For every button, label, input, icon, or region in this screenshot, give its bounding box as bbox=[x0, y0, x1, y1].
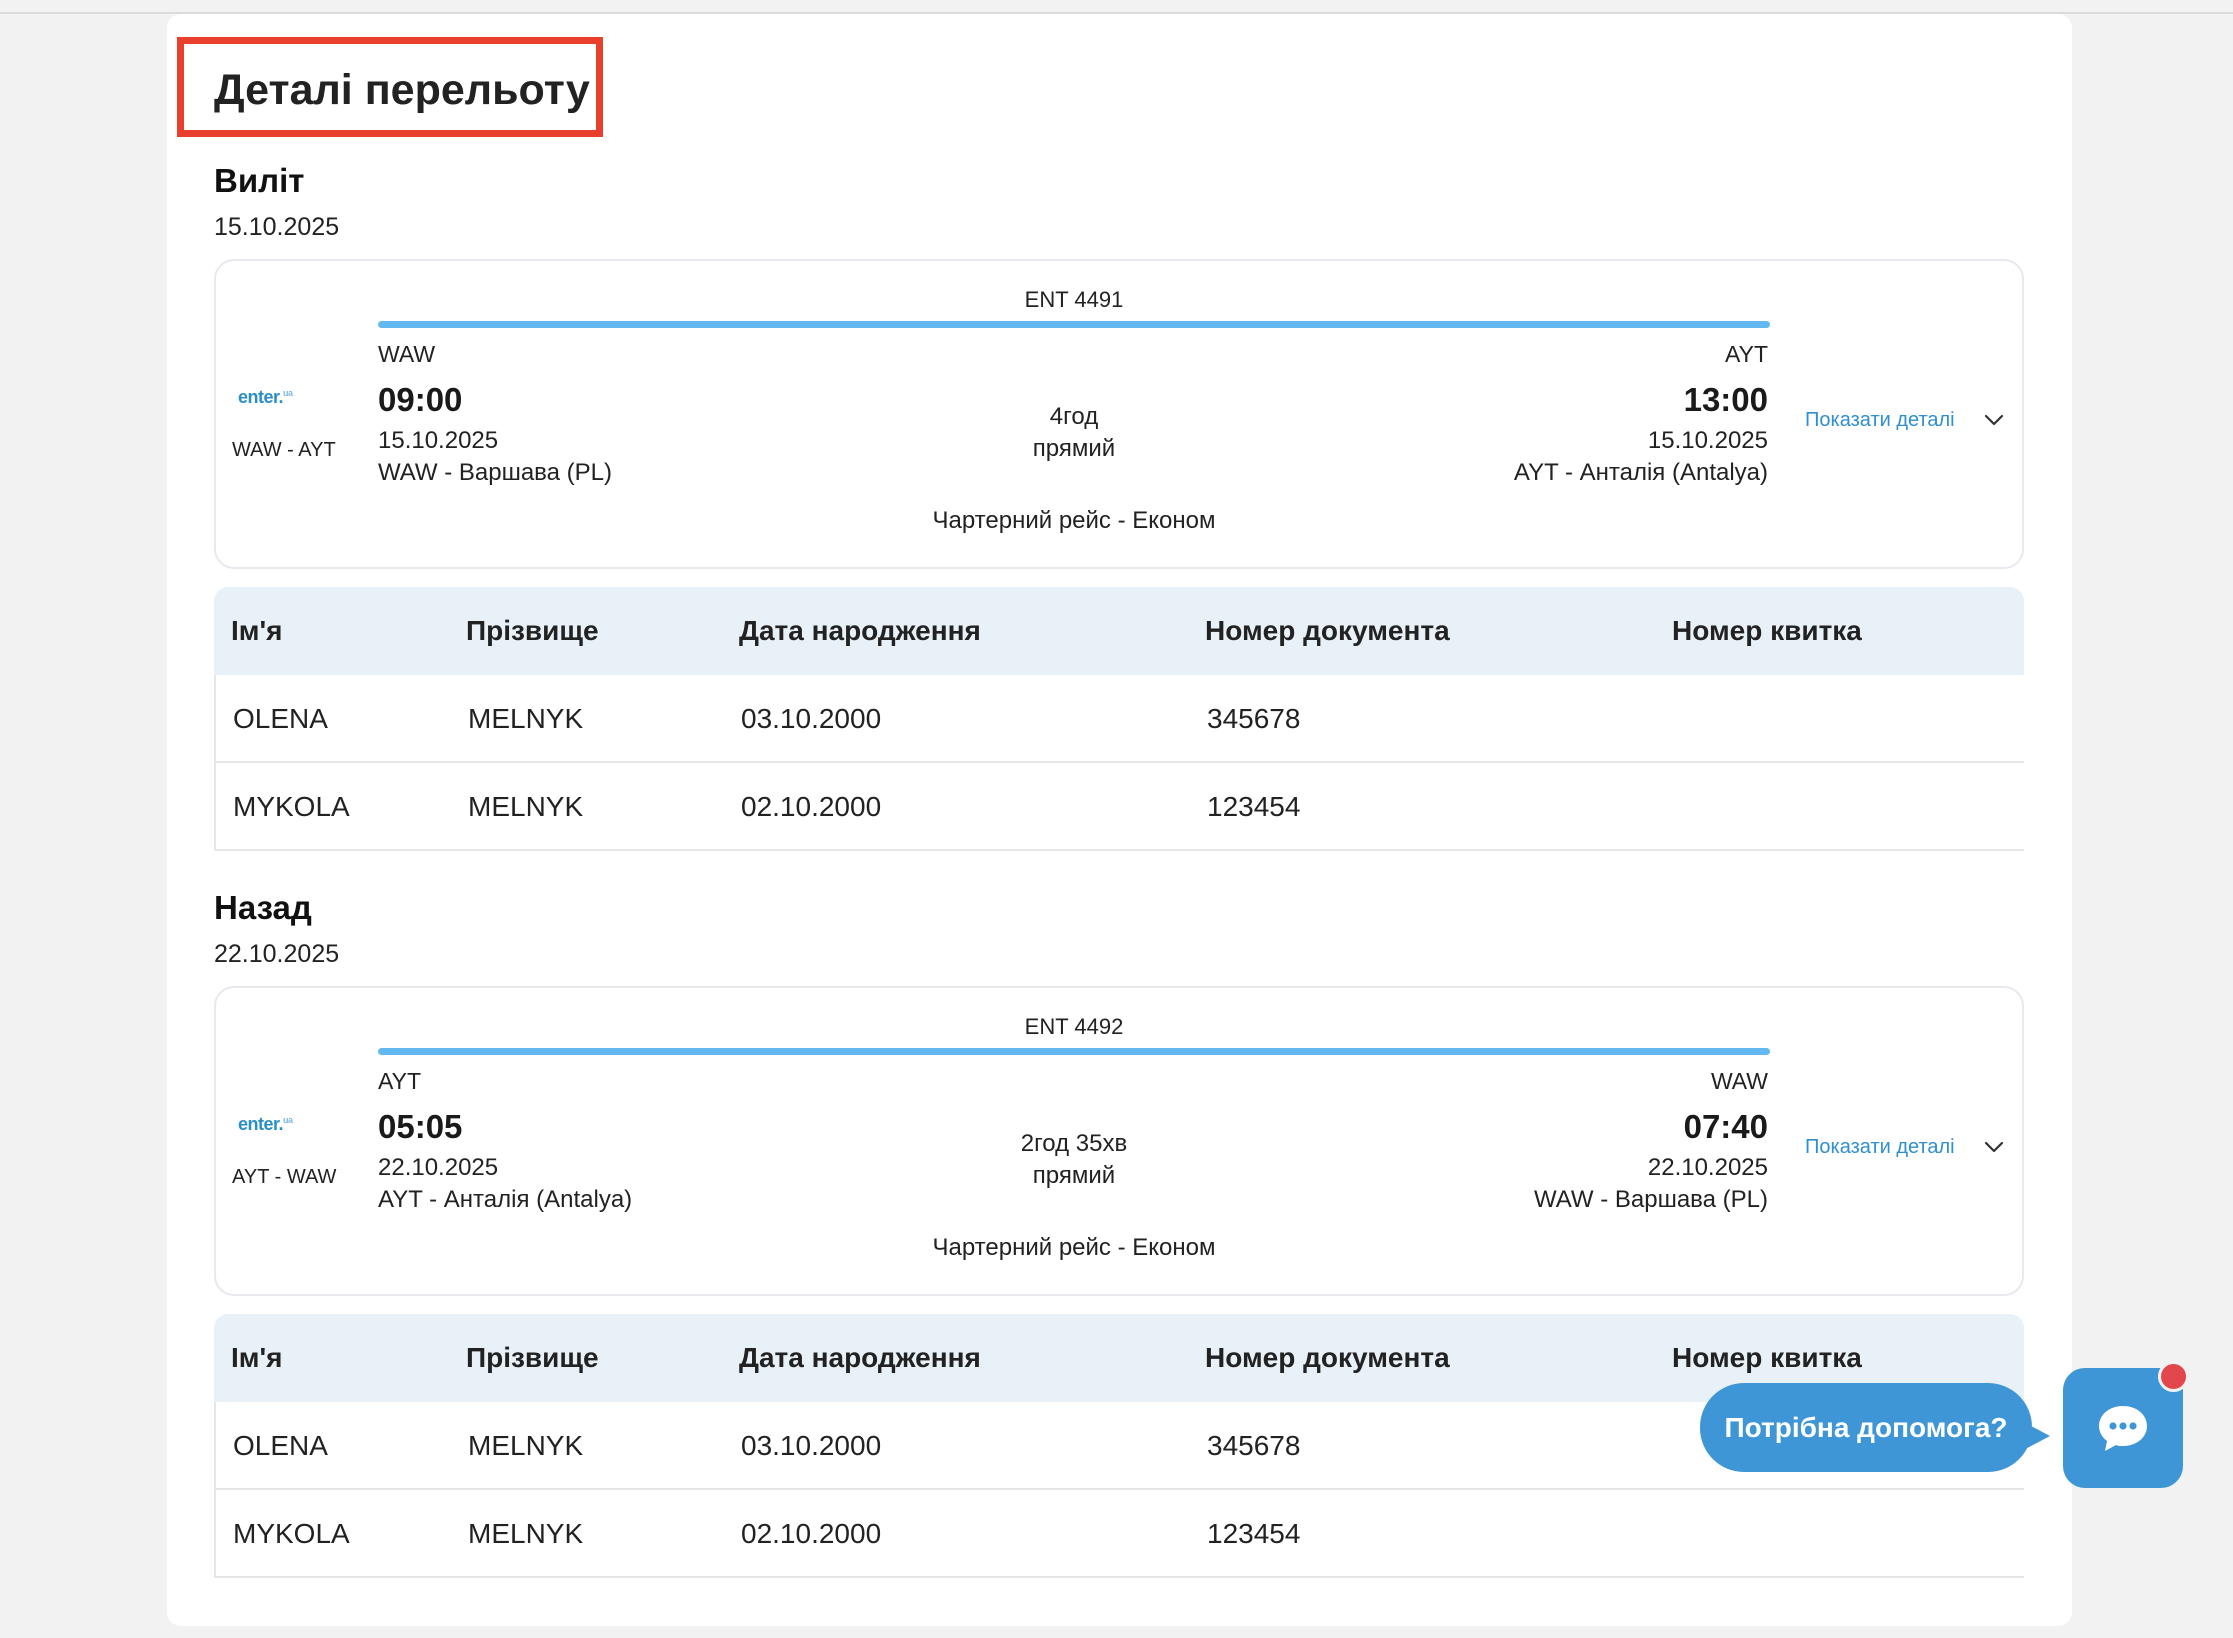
flight-duration: 4год bbox=[1049, 403, 1099, 430]
flight-route: AYT - WAW bbox=[232, 1166, 337, 1188]
table-header: Ім'я Прізвище Дата народження Номер доку… bbox=[214, 587, 2024, 675]
header-ticket-number: Номер квитка bbox=[1672, 615, 1862, 646]
header-last-name: Прізвище bbox=[466, 615, 599, 646]
arrival-date: 15.10.2025 bbox=[1647, 427, 1768, 454]
notification-dot bbox=[2158, 1361, 2189, 1392]
help-bubble[interactable]: Потрібна допомога? bbox=[1700, 1383, 2032, 1472]
flight-details-card: Деталі перельоту Виліт 15.10.2025 enter.… bbox=[167, 14, 2072, 1626]
document-number-cell: 123454 bbox=[1207, 1518, 1301, 1549]
flight-duration: 2год 35хв bbox=[1020, 1130, 1128, 1157]
show-details-link[interactable]: Показати деталі bbox=[1805, 409, 1955, 431]
header-first-name: Ім'я bbox=[231, 615, 283, 646]
table-row: MYKOLA MELNYK 02.10.2000 123454 bbox=[214, 1490, 2024, 1578]
airline-logo: enter.ua bbox=[238, 387, 293, 407]
flight-number: ENT 4491 bbox=[1024, 287, 1124, 312]
outbound-section-title: Виліт bbox=[214, 162, 305, 199]
birth-date-cell: 03.10.2000 bbox=[741, 703, 882, 734]
title-highlight-box bbox=[177, 37, 603, 137]
table-row: OLENA MELNYK 03.10.2000 345678 bbox=[214, 1402, 2024, 1490]
departure-date: 15.10.2025 bbox=[378, 427, 499, 454]
return-flight-card: enter.ua AYT - WAW ENT 4492 AYT WAW 05:0… bbox=[214, 986, 2024, 1296]
departure-code: WAW bbox=[378, 341, 436, 367]
last-name-cell: MELNYK bbox=[468, 1430, 584, 1461]
arrival-city: WAW - Варшава (PL) bbox=[1534, 1186, 1768, 1213]
departure-date: 22.10.2025 bbox=[378, 1154, 499, 1181]
last-name-cell: MELNYK bbox=[468, 791, 584, 822]
route-bar bbox=[378, 1048, 1770, 1055]
last-name-cell: MELNYK bbox=[468, 703, 584, 734]
chevron-down-icon[interactable] bbox=[1981, 407, 2007, 433]
flight-class: Чартерний рейс - Економ bbox=[932, 507, 1216, 534]
header-ticket-number: Номер квитка bbox=[1672, 1342, 1862, 1373]
flight-route: WAW - AYT bbox=[232, 439, 336, 461]
help-bubble-tail bbox=[2016, 1418, 2050, 1454]
outbound-section-date: 15.10.2025 bbox=[214, 213, 340, 241]
table-row: MYKOLA MELNYK 02.10.2000 123454 bbox=[214, 763, 2024, 851]
flight-stops: прямий bbox=[1032, 435, 1116, 462]
chat-icon bbox=[2099, 1406, 2147, 1451]
airline-logo: enter.ua bbox=[238, 1114, 293, 1134]
outbound-passengers-table: Ім'я Прізвище Дата народження Номер доку… bbox=[214, 587, 2024, 851]
departure-time: 05:05 bbox=[378, 1108, 463, 1145]
header-first-name: Ім'я bbox=[231, 1342, 283, 1373]
document-number-cell: 345678 bbox=[1207, 1430, 1301, 1461]
flight-stops: прямий bbox=[1032, 1162, 1116, 1189]
show-details-link[interactable]: Показати деталі bbox=[1805, 1136, 1955, 1158]
header-document-number: Номер документа bbox=[1205, 1342, 1450, 1373]
arrival-date: 22.10.2025 bbox=[1647, 1154, 1768, 1181]
birth-date-cell: 02.10.2000 bbox=[741, 1518, 882, 1549]
top-divider bbox=[0, 12, 2233, 14]
header-birth-date: Дата народження bbox=[739, 615, 981, 646]
page-title: Деталі перельоту bbox=[214, 66, 590, 114]
last-name-cell: MELNYK bbox=[468, 1518, 584, 1549]
flight-number: ENT 4492 bbox=[1024, 1014, 1124, 1039]
first-name-cell: MYKOLA bbox=[233, 791, 350, 822]
flight-class: Чартерний рейс - Економ bbox=[932, 1234, 1216, 1261]
document-number-cell: 123454 bbox=[1207, 791, 1301, 822]
birth-date-cell: 02.10.2000 bbox=[741, 791, 882, 822]
first-name-cell: OLENA bbox=[233, 703, 328, 734]
outbound-flight-card: enter.ua WAW - AYT ENT 4491 WAW AYT 09:0… bbox=[214, 259, 2024, 569]
arrival-time: 07:40 bbox=[1683, 1108, 1768, 1145]
departure-code: AYT bbox=[378, 1068, 422, 1094]
return-section-date: 22.10.2025 bbox=[214, 940, 340, 968]
header-birth-date: Дата народження bbox=[739, 1342, 981, 1373]
arrival-time: 13:00 bbox=[1683, 381, 1768, 418]
table-row: OLENA MELNYK 03.10.2000 345678 bbox=[214, 675, 2024, 763]
route-bar bbox=[378, 321, 1770, 328]
arrival-city: AYT - Анталія (Antalya) bbox=[1513, 459, 1768, 486]
first-name-cell: MYKOLA bbox=[233, 1518, 350, 1549]
chevron-down-icon[interactable] bbox=[1981, 1134, 2007, 1160]
document-number-cell: 345678 bbox=[1207, 703, 1301, 734]
header-last-name: Прізвище bbox=[466, 1342, 599, 1373]
return-section-title: Назад bbox=[214, 889, 312, 926]
first-name-cell: OLENA bbox=[233, 1430, 328, 1461]
birth-date-cell: 03.10.2000 bbox=[741, 1430, 882, 1461]
departure-city: WAW - Варшава (PL) bbox=[378, 459, 612, 486]
header-document-number: Номер документа bbox=[1205, 615, 1450, 646]
departure-time: 09:00 bbox=[378, 381, 463, 418]
arrival-code: AYT bbox=[1724, 341, 1768, 367]
departure-city: AYT - Анталія (Antalya) bbox=[378, 1186, 633, 1213]
arrival-code: WAW bbox=[1710, 1068, 1768, 1094]
